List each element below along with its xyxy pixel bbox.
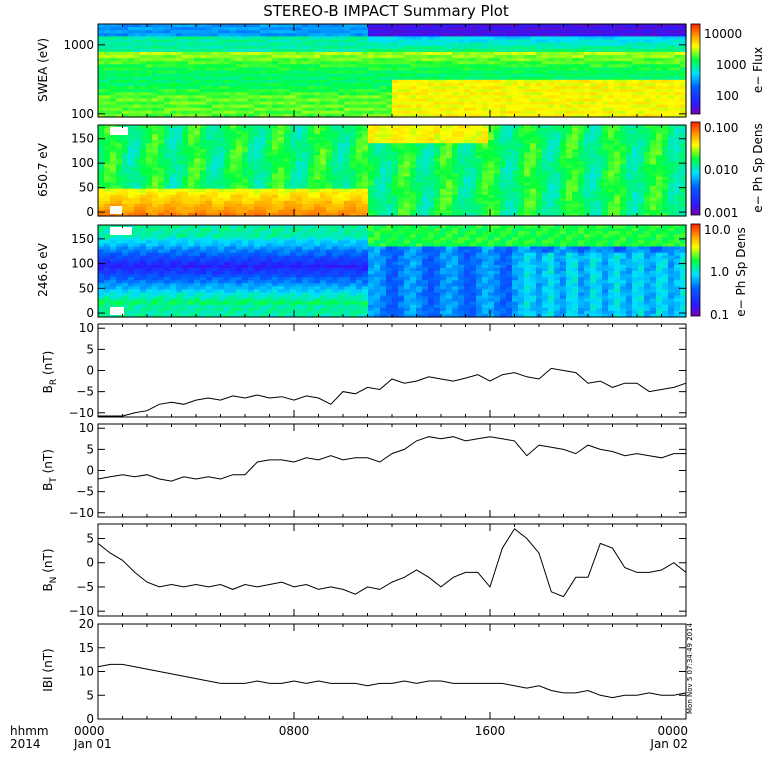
swea-ytick-label: 1000	[63, 38, 94, 52]
swea-ytick-label: 100	[71, 107, 94, 121]
swea-ylabel: SWEA (eV)	[36, 38, 50, 102]
plot-title: STEREO-B IMPACT Summary Plot	[263, 2, 509, 20]
swea-spectrogram-panel: 1000 100 SWEA (eV)	[36, 24, 687, 121]
